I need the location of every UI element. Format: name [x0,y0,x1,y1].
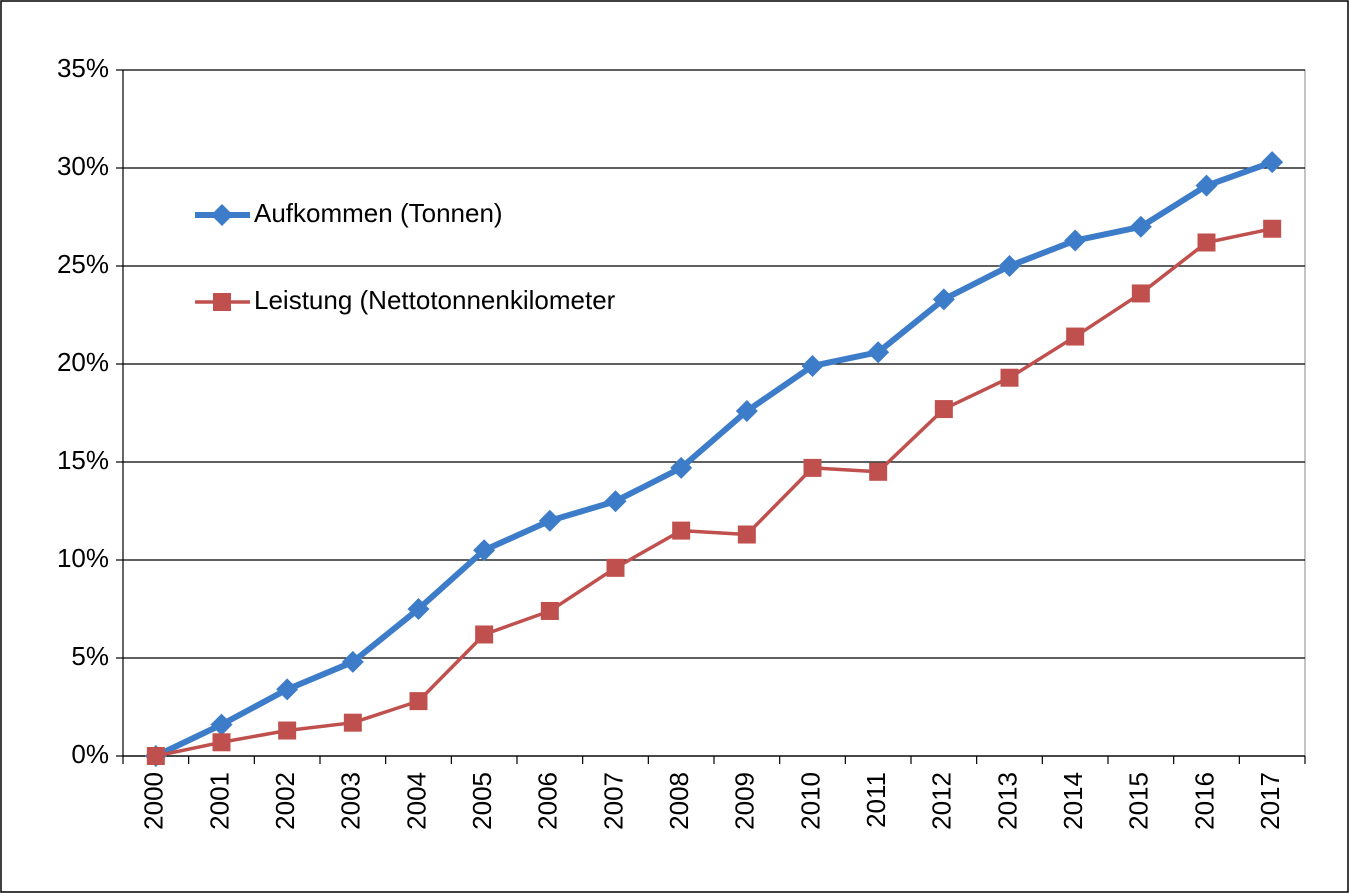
marker [932,288,955,311]
marker [407,598,430,620]
x-tick-label: 2007 [598,772,628,830]
y-tick-label: 15% [57,445,109,475]
y-tick-label: 0% [71,739,109,769]
y-tick-label: 25% [57,249,109,279]
x-tick-label: 2002 [270,772,300,830]
x-tick-label: 2015 [1124,772,1154,830]
marker [672,521,691,540]
x-tick-label: 2011 [861,772,891,828]
marker [1066,327,1085,346]
marker [146,747,165,765]
x-tick-label: 2000 [139,772,169,830]
x-tick-label: 2016 [1189,772,1219,830]
marker [343,713,362,732]
marker [803,458,822,477]
x-tick-label: 2008 [664,772,694,830]
marker [869,462,888,481]
x-tick-label: 2010 [795,772,825,830]
x-tick-label: 2014 [1058,772,1088,830]
marker [1261,151,1284,174]
x-tick-label: 2003 [336,772,366,830]
marker [1064,229,1087,252]
marker [604,490,627,513]
x-tick-label: 2006 [533,772,563,830]
marker [475,625,494,644]
marker [538,509,561,532]
x-tick-label: 2017 [1255,772,1285,830]
series-line [155,227,1273,758]
y-tick-label: 20% [57,347,109,377]
x-tick-label: 2005 [467,772,497,830]
marker [867,341,890,364]
y-tick-label: 35% [57,53,109,83]
marker [1129,215,1152,238]
marker [998,255,1021,277]
marker [540,601,559,620]
marker [473,539,496,562]
legend-label: Leistung (Nettotonnenkilometer [254,285,616,315]
x-tick-label: 2013 [992,772,1022,830]
marker [737,525,756,544]
marker [1131,284,1150,303]
series-line [154,159,1274,759]
marker [801,354,824,377]
marker [409,692,428,711]
x-tick-label: 2012 [927,772,957,830]
x-tick-label: 2009 [730,772,760,830]
y-tick-label: 30% [57,151,109,181]
marker [210,713,233,736]
marker [276,678,299,701]
marker [212,733,231,752]
marker [1263,219,1282,238]
marker [606,558,625,577]
marker [341,650,364,673]
marker [735,400,758,423]
marker [211,204,233,226]
y-tick-label: 10% [57,543,109,573]
y-tick-label: 5% [71,641,109,671]
marker [1000,368,1019,387]
marker [1197,233,1216,252]
marker [670,456,693,479]
legend-label: Aufkommen (Tonnen) [254,198,503,228]
marker [213,293,231,311]
marker [1195,174,1218,197]
marker [278,721,297,740]
x-tick-label: 2001 [204,772,234,830]
marker [934,400,953,419]
x-tick-label: 2004 [401,772,431,830]
